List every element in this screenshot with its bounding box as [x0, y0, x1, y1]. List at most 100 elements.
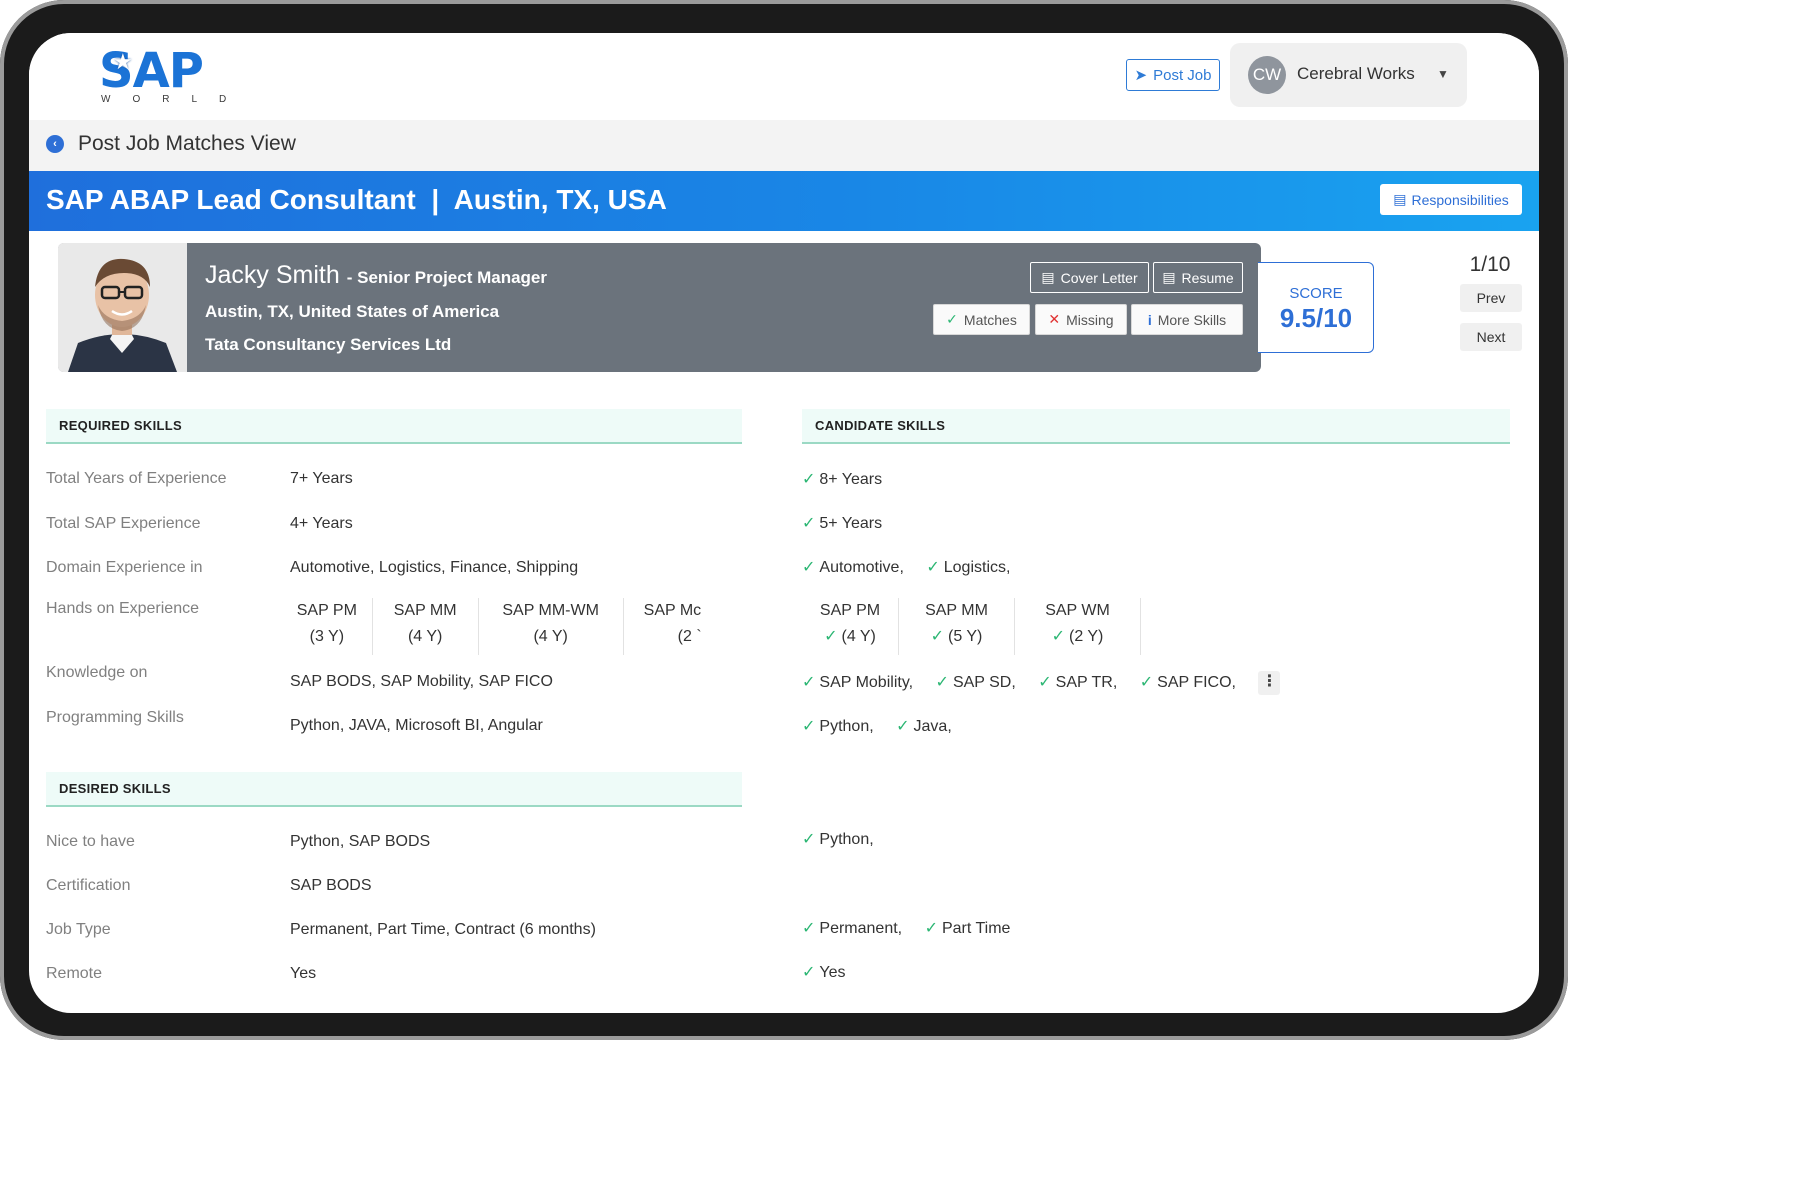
- logo-text: SAP: [99, 43, 204, 99]
- sap-world-logo[interactable]: SAP ★ WORLD: [99, 45, 229, 109]
- hands-on-item: SAP MM ✓ (5 Y): [899, 598, 1015, 655]
- candidate-skill-list: ✓ Python, ✓ Java,: [802, 718, 952, 735]
- candidate-skill-list: ✓ SAP Mobility, ✓ SAP SD, ✓ SAP TR, ✓ SAP FI…: [802, 671, 1281, 695]
- prev-button[interactable]: Prev: [1460, 284, 1522, 312]
- file-icon: ▤: [1162, 269, 1176, 285]
- row-value: Automotive, Logistics, Finance, Shipping: [290, 559, 579, 576]
- next-button[interactable]: Next: [1460, 323, 1522, 351]
- logo-subtext: WORLD: [101, 94, 249, 105]
- x-icon: ✕: [1048, 311, 1061, 327]
- row-value: Python, SAP BODS: [290, 833, 431, 850]
- candidate-skill-list: ✓ Automotive, ✓ Logistics,: [802, 559, 1011, 576]
- user-menu[interactable]: CW Cerebral Works ▼: [1230, 43, 1467, 107]
- hands-on-item: SAP PM ✓ (4 Y): [802, 598, 899, 655]
- check-icon: ✓: [930, 628, 944, 645]
- responsibilities-label: Responsibilities: [1411, 191, 1509, 208]
- job-title: SAP ABAP Lead Consultant | Austin, TX, U…: [46, 184, 667, 215]
- cover-letter-button[interactable]: ▤ Cover Letter: [1030, 262, 1149, 293]
- send-icon: ➤: [1134, 67, 1148, 84]
- check-icon: ✓: [1051, 628, 1065, 645]
- candidate-location: Austin, TX, United States of America: [205, 302, 500, 321]
- document-icon: ▤: [1393, 191, 1407, 207]
- caret-down-icon: ▼: [1437, 67, 1449, 81]
- responsibilities-button[interactable]: ▤ Responsibilities: [1380, 184, 1522, 215]
- page-header: ‹ Post Job Matches View: [29, 120, 1539, 171]
- row-label: Nice to have: [46, 833, 135, 850]
- resume-button[interactable]: ▤ Resume: [1153, 262, 1243, 293]
- row-label: Domain Experience in: [46, 559, 203, 576]
- back-icon[interactable]: ‹: [46, 135, 64, 153]
- check-icon: ✓: [802, 515, 816, 532]
- hands-on-item: SAP WM ✓ (2 Y): [1015, 598, 1141, 655]
- score-value: 9.5/10: [1279, 303, 1353, 333]
- resume-label: Resume: [1181, 269, 1234, 286]
- row-label: Total Years of Experience: [46, 470, 227, 487]
- avatar: CW: [1248, 56, 1286, 94]
- candidate-role: - Senior Project Manager: [346, 268, 547, 287]
- matches-button[interactable]: ✓ Matches: [933, 304, 1030, 335]
- more-skills-button[interactable]: i More Skills: [1131, 304, 1243, 335]
- star-icon: ★: [113, 49, 133, 74]
- missing-button[interactable]: ✕ Missing: [1035, 304, 1127, 335]
- hands-on-item: SAP PM (3 Y): [282, 598, 373, 655]
- row-value: SAP BODS, SAP Mobility, SAP FICO: [290, 673, 553, 690]
- more-skills-label: More Skills: [1157, 311, 1227, 328]
- check-icon: ✓: [802, 471, 816, 488]
- screen: SAP ★ WORLD ➤ Post Job CW Cerebral Works…: [29, 33, 1539, 1013]
- row-value: Python, JAVA, Microsoft BI, Angular: [290, 717, 543, 734]
- row-label: Knowledge on: [46, 664, 148, 681]
- hands-on-candidate: SAP PM ✓ (4 Y) SAP MM ✓ (5 Y) SAP WM ✓ (2 Y): [802, 598, 1141, 655]
- post-job-button[interactable]: ➤ Post Job: [1126, 59, 1220, 91]
- score-box: SCORE 9.5/10: [1258, 262, 1374, 353]
- row-label: Programming Skills: [46, 709, 184, 726]
- candidate-skill: ✓ Yes: [802, 964, 846, 981]
- check-icon: ✓: [802, 920, 816, 937]
- candidate-skills-heading: CANDIDATE SKILLS: [802, 409, 1510, 444]
- user-name: Cerebral Works: [1297, 64, 1415, 83]
- row-value: Yes: [290, 965, 317, 982]
- more-options-icon[interactable]: ⋮: [1258, 671, 1281, 695]
- candidate-name: Jacky Smith - Senior Project Manager: [205, 261, 547, 289]
- check-icon: ✓: [802, 831, 816, 848]
- candidate-photo: [58, 243, 187, 372]
- check-icon: ✓: [896, 718, 910, 735]
- page-title: Post Job Matches View: [78, 132, 296, 155]
- required-skills-heading: REQUIRED SKILLS: [46, 409, 742, 444]
- check-icon: ✓: [924, 920, 938, 937]
- hands-on-required: SAP PM (3 Y) SAP MM (4 Y) SAP MM-WM (4 Y) S…: [282, 598, 720, 655]
- check-icon: ✓: [935, 674, 949, 692]
- check-icon: ✓: [1038, 674, 1052, 692]
- job-banner: SAP ABAP Lead Consultant | Austin, TX, U…: [29, 171, 1539, 231]
- row-label: Hands on Experience: [46, 600, 199, 617]
- info-icon: i: [1147, 311, 1152, 328]
- check-icon: ✓: [802, 718, 816, 735]
- candidate-skill: ✓ 8+ Years: [802, 471, 883, 488]
- check-icon: ✓: [926, 559, 940, 576]
- candidate-skill: ✓ 5+ Years: [802, 515, 883, 532]
- cover-letter-label: Cover Letter: [1060, 269, 1138, 286]
- top-bar: SAP ★ WORLD ➤ Post Job CW Cerebral Works…: [29, 33, 1539, 120]
- desired-skills-heading: DESIRED SKILLS: [46, 772, 742, 807]
- check-icon: ✓: [824, 628, 838, 645]
- check-icon: ✓: [1139, 674, 1154, 692]
- row-value: Permanent, Part Time, Contract (6 months…: [290, 921, 596, 938]
- matches-label: Matches: [963, 311, 1017, 328]
- score-label: SCORE: [1289, 285, 1343, 302]
- row-label: Remote: [46, 965, 103, 982]
- row-value: 7+ Years: [290, 470, 353, 487]
- hands-on-item: SAP MM-WM (4 Y): [479, 598, 624, 655]
- post-job-label: Post Job: [1153, 66, 1212, 84]
- file-icon: ▤: [1041, 269, 1055, 285]
- row-value: SAP BODS: [290, 877, 372, 894]
- missing-label: Missing: [1066, 311, 1114, 328]
- candidate-skill: ✓ Python,: [802, 831, 874, 848]
- row-label: Certification: [46, 877, 131, 894]
- check-icon: ✓: [802, 964, 816, 981]
- hands-on-item: SAP Mc (2 `: [643, 602, 702, 645]
- page-indicator: 1/10: [1469, 253, 1511, 276]
- check-icon: ✓: [946, 311, 958, 327]
- check-icon: ✓: [802, 559, 816, 576]
- row-label: Job Type: [46, 921, 111, 938]
- row-label: Total SAP Experience: [46, 515, 201, 532]
- candidate-company: Tata Consultancy Services Ltd: [205, 335, 452, 354]
